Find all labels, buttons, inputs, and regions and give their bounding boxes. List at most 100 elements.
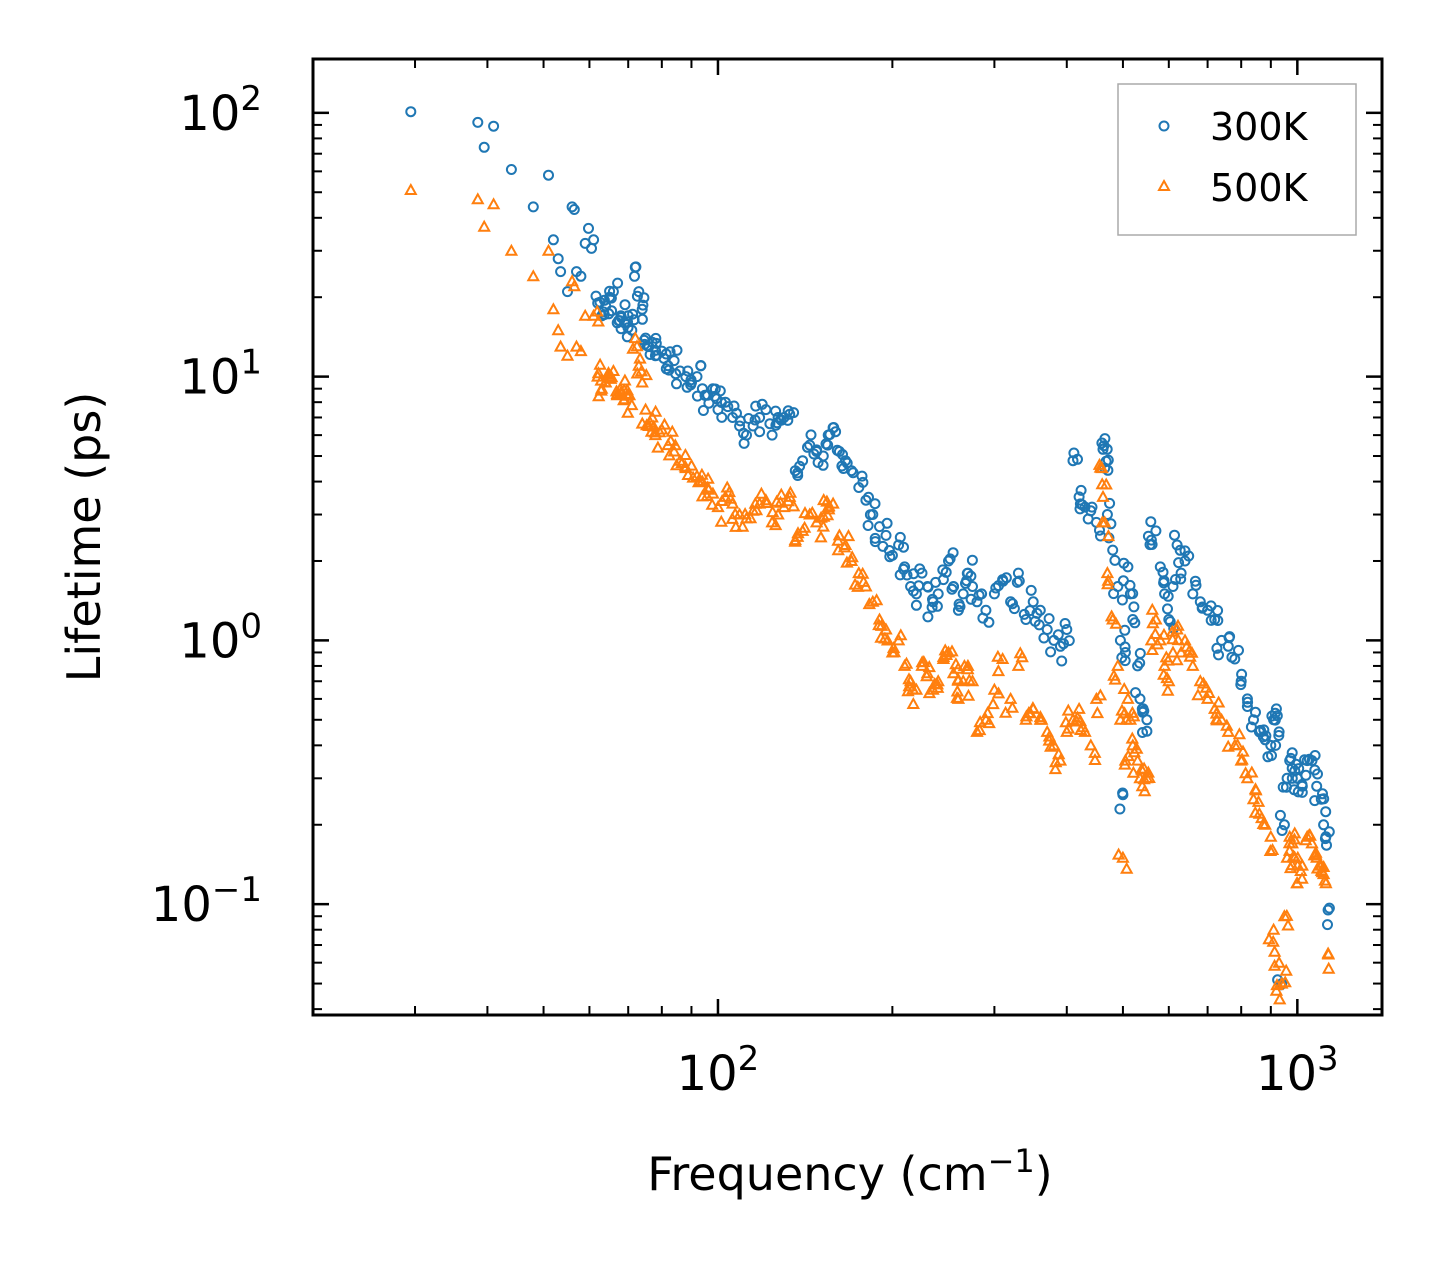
point-500k [1084, 738, 1098, 751]
point-300k [965, 570, 977, 582]
point-300k [1130, 687, 1141, 699]
y-tick-base: 10 [179, 350, 240, 406]
point-300k [884, 551, 896, 563]
point-500k [1088, 745, 1102, 758]
point-300k [547, 234, 559, 246]
x-tick-exp: 3 [1317, 1039, 1339, 1079]
point-500k [591, 314, 605, 327]
point-500k [1288, 826, 1302, 839]
point-500k [720, 480, 734, 493]
point-500k [951, 673, 965, 686]
point-500k [1015, 650, 1029, 663]
point-500k [1232, 727, 1247, 740]
point-500k [880, 633, 895, 646]
point-300k [1127, 588, 1139, 600]
point-300k [671, 378, 682, 390]
point-300k [716, 411, 728, 423]
point-500k [845, 550, 859, 563]
point-300k [775, 414, 787, 426]
point-500k [1290, 876, 1304, 889]
point-500k [856, 566, 870, 579]
point-300k [583, 222, 594, 234]
point-300k [1102, 454, 1114, 466]
point-300k [1099, 433, 1111, 445]
point-300k [615, 323, 627, 335]
point-300k [619, 299, 631, 311]
point-300k [881, 517, 893, 529]
point-300k [1129, 617, 1141, 629]
point-500k [626, 341, 640, 354]
point-500k [1312, 858, 1327, 871]
point-300k [1116, 594, 1128, 606]
point-500k [546, 302, 561, 315]
point-500k [961, 688, 976, 701]
point-500k [1144, 633, 1159, 646]
point-300k [1278, 819, 1290, 831]
point-300k [1260, 730, 1272, 742]
point-300k [1321, 839, 1332, 851]
point-300k [1034, 604, 1046, 616]
point-300k [1059, 618, 1071, 629]
point-300k [1107, 544, 1119, 556]
point-300k [869, 536, 881, 548]
point-300k [575, 270, 587, 282]
point-500k [684, 458, 699, 471]
y-tick-exp: 2 [240, 79, 262, 119]
x-axis-label: Frequency (cm−1) [647, 1142, 1052, 1201]
point-300k [910, 599, 922, 611]
point-300k [1194, 596, 1206, 608]
point-300k [1242, 696, 1254, 708]
series-layer [404, 106, 1336, 1005]
point-500k [1221, 724, 1235, 737]
point-500k [701, 482, 716, 495]
point-500k [1170, 653, 1184, 666]
point-300k [552, 253, 564, 265]
legend-marker-300k [1158, 120, 1170, 132]
point-300k [605, 292, 617, 304]
point-500k [1150, 637, 1165, 650]
point-300k [714, 385, 726, 397]
point-300k [988, 588, 1000, 600]
point-300k [1241, 701, 1253, 712]
point-500k [553, 339, 568, 352]
x-axis-label-suffix: ) [1035, 1147, 1053, 1201]
y-axis-label: Lifetime (ps) [57, 392, 111, 683]
point-300k [1175, 567, 1187, 579]
point-500k [783, 485, 798, 498]
point-500k [621, 405, 635, 418]
point-300k [505, 164, 517, 175]
y-tick-label: 100 [179, 606, 262, 669]
point-300k [1276, 825, 1288, 836]
plot-frame [311, 57, 1384, 1017]
point-300k [754, 412, 766, 423]
point-300k [1273, 730, 1285, 741]
point-300k [971, 596, 983, 608]
point-500k [991, 664, 1006, 677]
point-500k [922, 660, 936, 673]
point-300k [1248, 714, 1259, 726]
point-500k [980, 706, 995, 719]
point-300k [869, 498, 881, 510]
point-500k [754, 486, 769, 499]
point-500k [729, 519, 743, 532]
point-300k [1056, 655, 1068, 667]
point-500k [738, 507, 752, 520]
point-500k [1095, 515, 1109, 528]
point-500k [640, 418, 654, 431]
point-300k [650, 337, 662, 349]
point-300k [1167, 581, 1179, 592]
point-300k [1068, 447, 1080, 459]
point-500k [711, 500, 725, 513]
point-500k [602, 367, 616, 380]
point-300k [1075, 484, 1087, 496]
x-axis-label-main: Frequency (cm [647, 1147, 987, 1201]
point-300k [1063, 635, 1075, 647]
y-tick-base: 10 [179, 613, 240, 669]
point-500k [822, 499, 836, 512]
point-500k [957, 658, 972, 671]
point-300k [1226, 651, 1238, 663]
point-500k [1141, 765, 1155, 778]
point-500k [1279, 963, 1293, 976]
point-500k [1161, 653, 1175, 666]
